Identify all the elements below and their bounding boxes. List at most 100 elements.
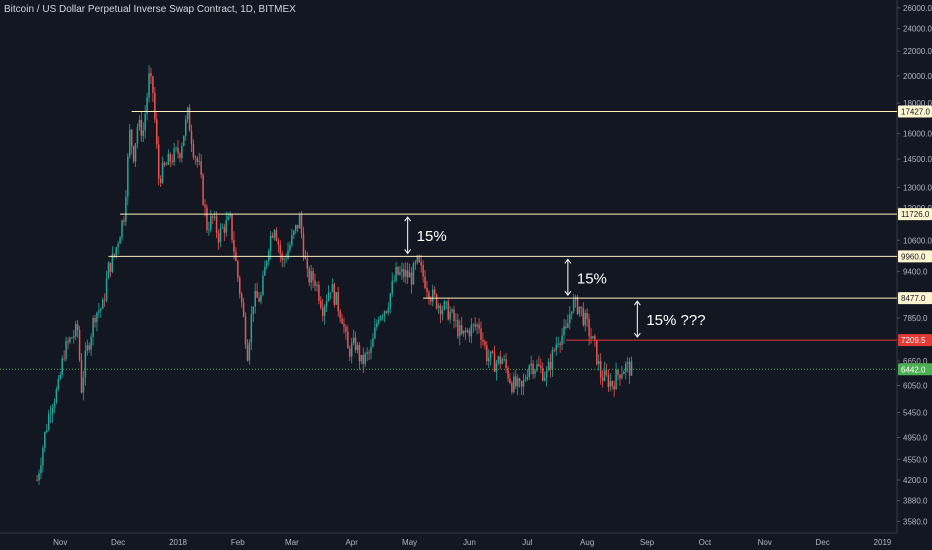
candle-body	[138, 119, 141, 127]
candle-body	[156, 119, 158, 145]
candle-body	[491, 351, 494, 353]
candle-body	[262, 275, 264, 296]
candle-body	[596, 339, 598, 365]
candle-body	[289, 245, 291, 251]
candle-body	[221, 227, 224, 228]
candle-body	[389, 293, 392, 308]
candle-body	[103, 299, 106, 301]
candle-body	[40, 465, 42, 474]
candle-body	[281, 254, 283, 261]
candle-body	[248, 342, 251, 361]
candle-body	[252, 306, 255, 315]
time-tick-label: Aug	[580, 538, 594, 547]
time-tick-label: Jun	[463, 538, 476, 547]
candle-body	[515, 376, 517, 387]
candle-body	[219, 227, 222, 243]
candle-body	[341, 318, 343, 324]
candle-body	[306, 258, 309, 269]
candle-body	[499, 356, 502, 364]
candle-body	[466, 330, 469, 332]
time-tick-label: Mar	[285, 538, 299, 547]
arrow-head-up	[633, 300, 641, 306]
candle-body	[273, 230, 276, 238]
candle-body	[186, 107, 189, 120]
candle-body	[229, 214, 231, 217]
candle-body	[377, 319, 380, 324]
candle-body	[567, 323, 569, 328]
candle-body	[159, 178, 162, 183]
price-tick-label: 20000.0	[903, 72, 932, 81]
candle-body	[474, 324, 476, 327]
candle-body	[154, 92, 156, 120]
candle-body	[322, 307, 324, 316]
candle-body	[565, 326, 567, 328]
price-tick-label: 24000.0	[903, 25, 932, 34]
candle-body	[364, 353, 366, 365]
candle-body	[101, 299, 104, 309]
candle-body	[607, 374, 610, 388]
candle-body	[125, 196, 127, 222]
level-badge-text: 9960.0	[901, 252, 926, 261]
candle-body	[547, 361, 550, 371]
level-badge-8477.0	[898, 292, 932, 305]
time-tick-label: 2018	[169, 538, 187, 547]
price-tick-label: 3880.0	[903, 497, 928, 506]
candle-body	[435, 294, 438, 309]
price-tick-label: 9400.0	[903, 267, 928, 276]
candle-body	[73, 336, 75, 338]
candle-body	[404, 270, 407, 277]
price-tick-label: 10600.0	[903, 236, 932, 245]
candle-body	[113, 253, 116, 256]
candle-body	[184, 119, 187, 136]
candle-body	[227, 216, 229, 220]
candle-body	[200, 161, 202, 175]
candle-body	[296, 224, 299, 229]
candle-body	[244, 316, 247, 345]
level-badge-text: 8477.0	[901, 294, 926, 303]
candle-body	[489, 351, 492, 358]
candle-body	[453, 309, 455, 321]
candle-body	[588, 319, 590, 337]
time-tick-label: Dec	[816, 538, 830, 547]
candle-body	[433, 289, 436, 295]
candle-body	[410, 272, 413, 285]
candle-body	[511, 382, 513, 393]
arrow-head-up	[564, 258, 572, 264]
candle-body	[532, 363, 534, 375]
candle-body	[121, 220, 123, 238]
candle-body	[486, 345, 488, 362]
candle-body	[601, 377, 604, 381]
candle-body	[536, 364, 538, 371]
candle-body	[329, 292, 332, 294]
candle-body	[57, 379, 60, 390]
level-badge-text: 11726.0	[901, 210, 930, 219]
candle-body	[88, 345, 90, 350]
candle-body	[132, 146, 135, 162]
candle-body	[96, 312, 98, 323]
candle-body	[370, 346, 372, 353]
candle-body	[487, 357, 490, 362]
candle-body	[266, 261, 268, 267]
candle-body	[86, 345, 89, 351]
time-tick-label: Oct	[699, 538, 712, 547]
candle-body	[615, 369, 617, 390]
candle-body	[424, 276, 426, 289]
candle-body	[196, 157, 199, 162]
candle-body	[63, 358, 65, 360]
candle-body	[271, 235, 274, 238]
candle-body	[476, 324, 478, 327]
time-tick-label: Dec	[111, 538, 125, 547]
candle-body	[551, 350, 554, 370]
candle-body	[217, 232, 220, 243]
candle-body	[269, 235, 272, 251]
candle-body	[617, 369, 619, 375]
candle-body	[578, 306, 581, 314]
candle-body	[530, 363, 532, 366]
candle-body	[561, 335, 563, 345]
candle-body	[53, 402, 56, 409]
candle-body	[457, 320, 459, 337]
price-tick-label: 6050.0	[903, 382, 928, 391]
level-badge-text: 17427.0	[901, 107, 930, 116]
candle-body	[597, 361, 600, 365]
